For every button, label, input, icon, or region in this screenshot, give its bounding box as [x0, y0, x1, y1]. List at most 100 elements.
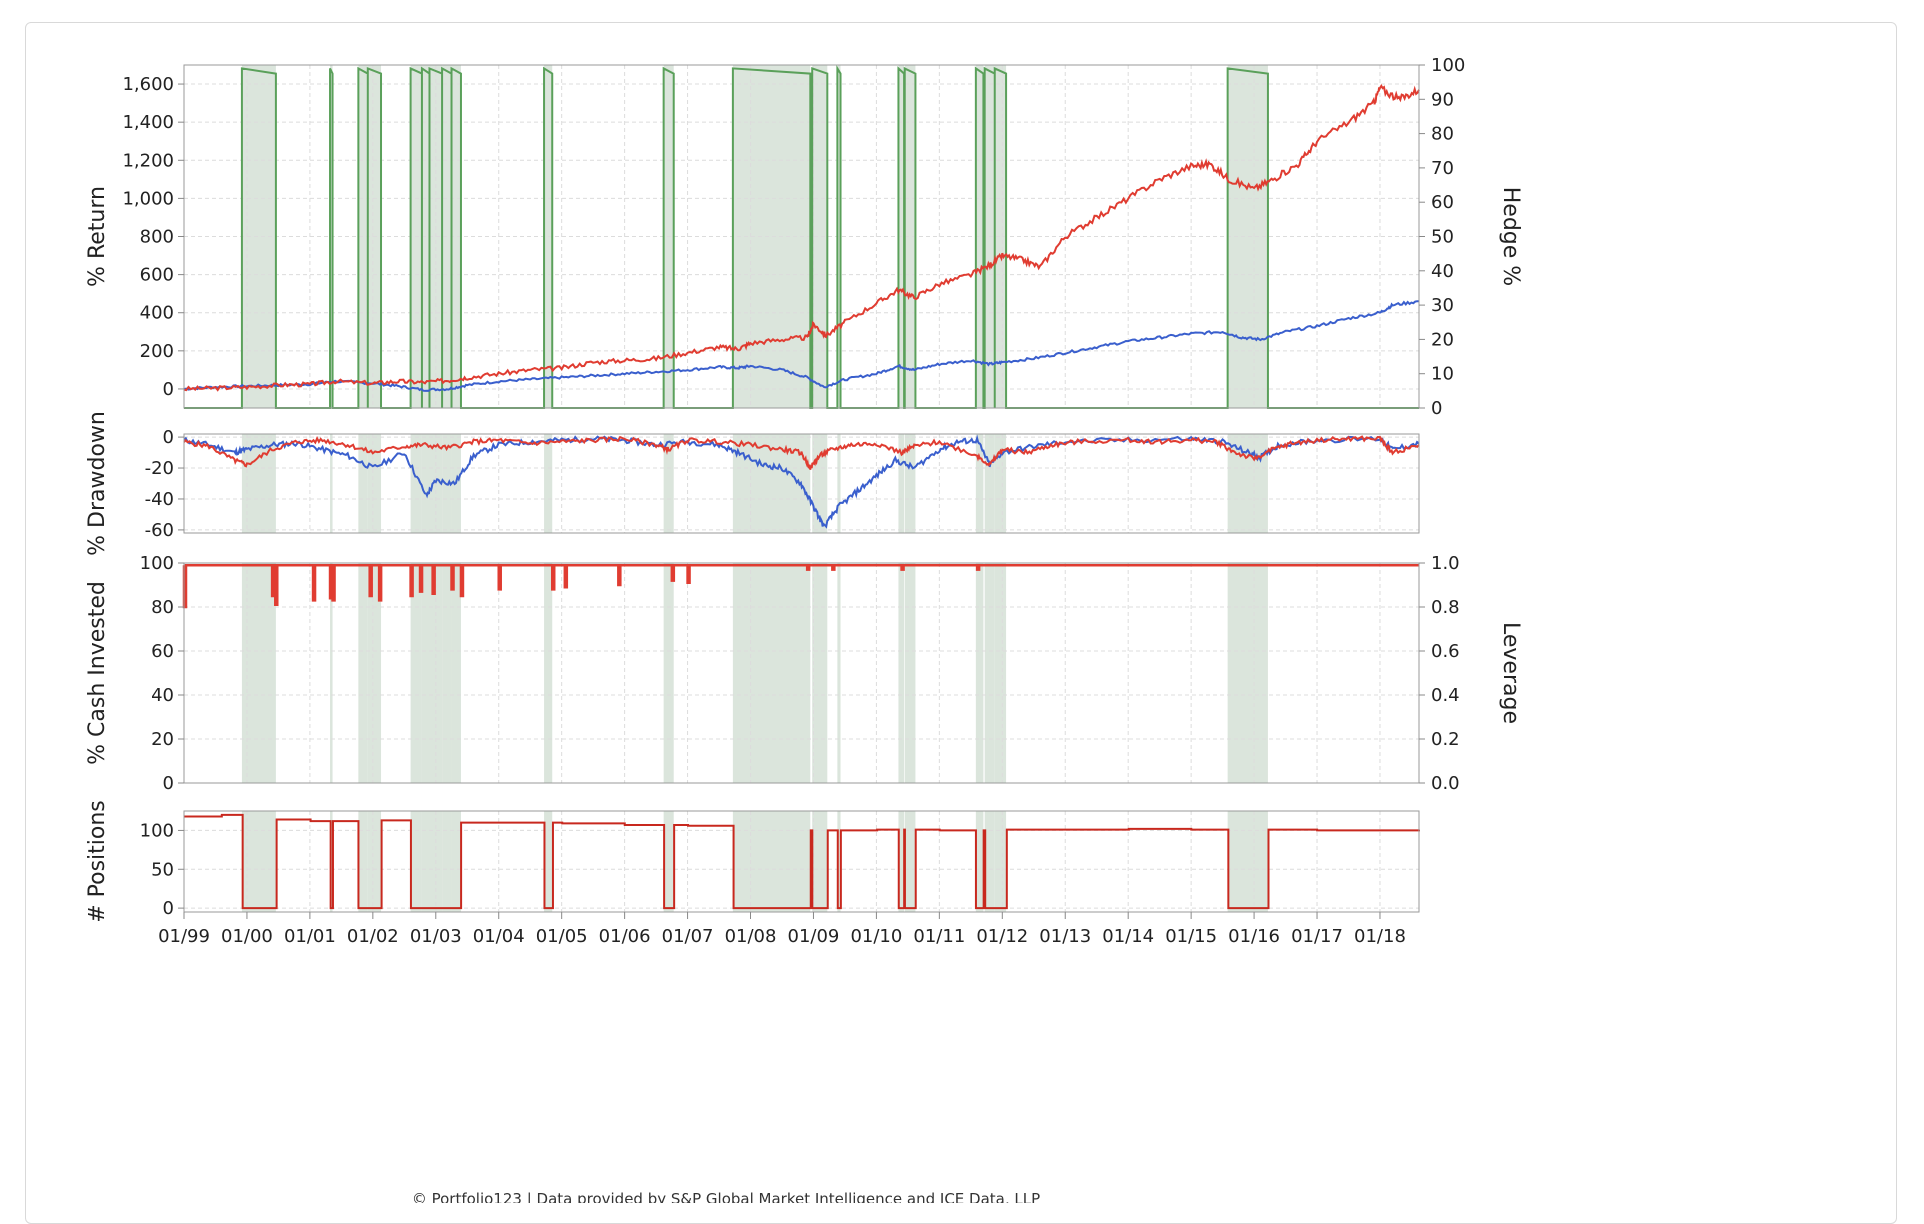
benchmark-line: [183, 300, 1420, 392]
hedge-band: [367, 563, 382, 783]
hedge-band: [442, 563, 452, 783]
hedge-band: [984, 811, 995, 912]
y-axis-label: % Cash Invested: [85, 581, 110, 765]
y-tick-label: 20: [151, 729, 174, 750]
hedge-band: [984, 563, 995, 783]
y-tick-label: 800: [140, 227, 174, 248]
y2-tick-label: 50: [1431, 227, 1454, 248]
y2-tick-label: 0.4: [1431, 685, 1460, 706]
hedge-band: [904, 563, 916, 783]
hedge-band: [994, 434, 1007, 533]
hedge-band: [732, 563, 811, 783]
positions-line: [184, 813, 1420, 910]
panel-frame: [183, 562, 1420, 784]
hedge-band: [975, 65, 984, 408]
hedge-band: [410, 811, 422, 912]
hedge-band: [358, 434, 368, 533]
y2-tick-label: 30: [1431, 295, 1454, 316]
y2-tick-label: 60: [1431, 192, 1454, 213]
x-tick-label: 01/14: [1102, 926, 1154, 947]
hedge-band: [812, 563, 828, 783]
hedge-band: [898, 563, 905, 783]
axis-labels: % Return Hedge % % Drawdown % Cash Invested…: [85, 186, 1523, 923]
y-tick-label: 0: [163, 898, 174, 919]
hedge-band: [984, 434, 995, 533]
hedge-band: [451, 563, 461, 783]
y-axis-label: # Positions: [85, 800, 110, 923]
x-tick-label: 01/08: [725, 926, 777, 947]
x-tick-label: 01/17: [1291, 926, 1343, 947]
x-tick-label: 01/99: [158, 926, 210, 947]
y2-tick-label: 0.8: [1431, 597, 1460, 618]
y2-axis-label: Leverage: [1498, 622, 1523, 724]
x-tick-label: 01/05: [536, 926, 588, 947]
portfolio-line: [183, 83, 1420, 392]
hedge-band: [994, 563, 1007, 783]
hedge-band: [451, 811, 461, 912]
hedge-band: [975, 811, 984, 912]
hedge-band: [544, 434, 553, 533]
y2-tick-label: 0.6: [1431, 641, 1460, 662]
hedge-band: [837, 434, 841, 533]
x-tick-label: 01/12: [976, 926, 1028, 947]
hedge-band: [898, 434, 905, 533]
hedge-band: [330, 563, 333, 783]
series-lines: [182, 64, 1420, 910]
benchmark-drawdown-line: [183, 434, 1420, 529]
y-tick-label: -20: [145, 458, 174, 479]
hedge-band: [904, 65, 916, 408]
x-tick-label: 01/16: [1228, 926, 1280, 947]
hedge-band: [241, 434, 276, 533]
y-tick-label: 1,200: [122, 150, 174, 171]
y2-tick-label: 70: [1431, 158, 1454, 179]
hedge-band: [994, 65, 1007, 408]
y2-axis-label: Hedge %: [1498, 187, 1523, 286]
panel-frame: [183, 433, 1420, 534]
hedge-band: [663, 434, 674, 533]
y2-tick-label: 90: [1431, 89, 1454, 110]
hedge-band: [812, 65, 828, 408]
x-tick-label: 01/01: [284, 926, 336, 947]
hedge-band: [241, 811, 276, 912]
y2-tick-label: 1.0: [1431, 553, 1460, 574]
hedge-band: [898, 811, 905, 912]
y-tick-label: 100: [140, 553, 174, 574]
y-tick-label: 0: [163, 427, 174, 448]
hedge-band: [421, 811, 430, 912]
hedge-band: [732, 811, 811, 912]
hedge-band: [410, 434, 422, 533]
hedge-band: [544, 811, 553, 912]
y-tick-label: 200: [140, 341, 174, 362]
y-tick-label: 80: [151, 597, 174, 618]
hedge-band: [812, 811, 828, 912]
y-axis-label: % Return: [85, 186, 110, 287]
chart-card: 0 200 400 600 800 1,000 1,200 1,400 1,600 0 10 20 30…: [25, 22, 1897, 1224]
footer-credit: © Portfolio123 | Data provided by S&P Gl…: [412, 1190, 1040, 1203]
hedge-band: [421, 563, 430, 783]
hedge-band: [1227, 65, 1268, 408]
backtest-chart: 02004006008001,0001,2001,4001,6000102030…: [85, 55, 1523, 1203]
y2-tick-label: 0: [1431, 398, 1442, 419]
hedge-band: [410, 563, 422, 783]
y-tick-label: 50: [151, 859, 174, 880]
hedge-band: [358, 65, 368, 408]
axis-ticks: 02004006008001,0001,2001,4001,6000102030…: [122, 55, 1465, 947]
y-tick-label: 0: [163, 773, 174, 794]
hedge-band: [544, 563, 553, 783]
portfolio-drawdown-line: [183, 435, 1420, 470]
hedge-band: [904, 434, 916, 533]
y-tick-label: -60: [145, 520, 174, 541]
hedge-band: [837, 563, 841, 783]
x-tick-label: 01/13: [1039, 926, 1091, 947]
hedge-band: [994, 811, 1007, 912]
x-tick-label: 01/07: [662, 926, 714, 947]
hedge-band: [367, 434, 382, 533]
y-tick-label: 600: [140, 265, 174, 286]
y-tick-label: 40: [151, 685, 174, 706]
y-tick-label: -40: [145, 489, 174, 510]
x-tick-label: 01/09: [788, 926, 840, 947]
hedge-bands: [241, 65, 1268, 912]
hedge-band: [663, 563, 674, 783]
hedge-band: [241, 563, 276, 783]
hedge-band: [451, 65, 461, 408]
